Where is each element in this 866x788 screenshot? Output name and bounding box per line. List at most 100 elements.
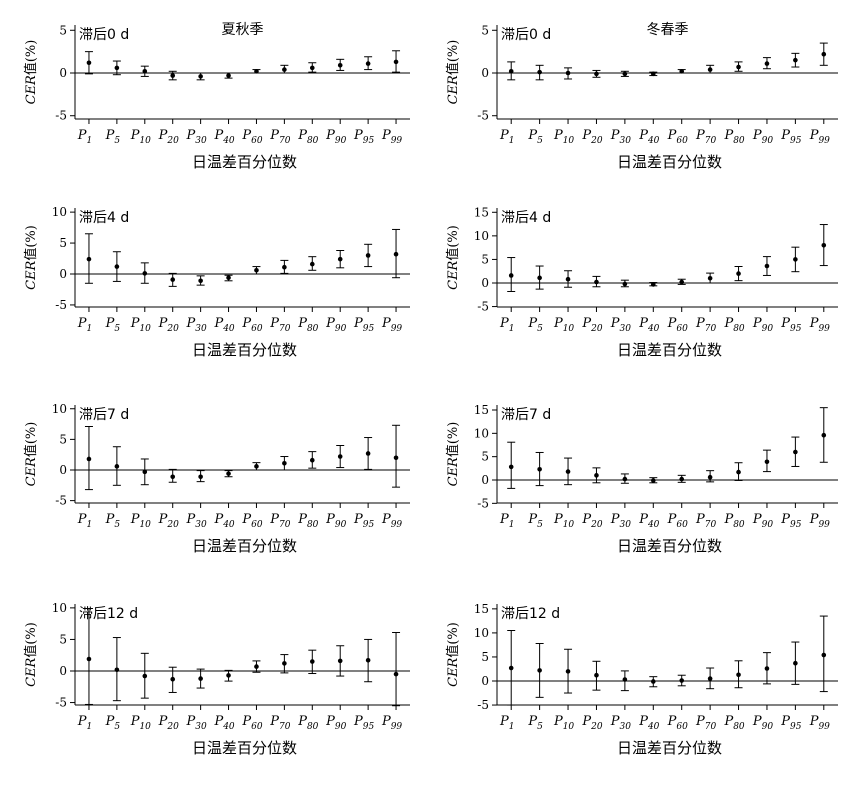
y-tick-label: 5: [59, 23, 67, 37]
chart-panel: -5 0 5 10 15 P1 P5 P10 P20 P30 P40 P60 P70 P80 P90 P95 P…: [445, 205, 838, 359]
x-tick-label: P60: [667, 714, 688, 732]
y-axis-label: CER值(%): [23, 422, 39, 487]
x-tick-label: P10: [553, 316, 574, 334]
data-point: [393, 251, 399, 257]
data-point: [309, 457, 315, 463]
data-point: [565, 276, 571, 282]
y-tick-label: 5: [481, 650, 489, 664]
data-point: [537, 69, 542, 75]
x-axis-label: 日温差百分位数: [617, 739, 722, 757]
season-label: 冬春季: [647, 22, 689, 38]
data-point: [226, 471, 231, 476]
x-tick-label: P99: [809, 714, 830, 732]
x-tick-label: P30: [186, 316, 207, 334]
y-tick-label: 5: [481, 23, 489, 37]
data-point: [86, 656, 92, 662]
x-tick-label: P1: [499, 316, 514, 334]
y-tick-label: -5: [477, 698, 489, 712]
x-tick-label: P10: [130, 128, 151, 146]
data-point: [282, 661, 287, 666]
data-point: [86, 256, 92, 262]
data-point: [565, 70, 571, 76]
chart-panel: -5 0 5 10 P1 P5 P10 P20 P30 P40 P60 P70 P80 P90 P95 P99…: [23, 205, 410, 359]
panel-label: 滞后0 d: [501, 27, 551, 43]
x-tick-label: P1: [77, 128, 92, 146]
x-tick-label: P95: [353, 316, 374, 334]
data-point: [736, 64, 741, 70]
x-tick-label: P5: [105, 316, 121, 334]
y-tick-label: 0: [481, 66, 489, 80]
data-point: [282, 460, 287, 466]
data-point: [650, 478, 656, 483]
data-point: [793, 57, 798, 63]
data-point: [114, 264, 120, 269]
y-tick-label: 10: [474, 426, 489, 440]
x-tick-label: P20: [158, 714, 179, 732]
data-point: [736, 469, 741, 475]
x-tick-label: P5: [527, 128, 543, 146]
x-tick-label: P5: [527, 714, 543, 732]
x-tick-label: P30: [186, 128, 207, 146]
x-tick-label: P90: [325, 714, 346, 732]
x-tick-label: P70: [269, 512, 290, 530]
data-point: [254, 267, 259, 273]
y-tick-label: 10: [474, 626, 489, 640]
data-point: [679, 68, 685, 74]
x-tick-label: P1: [499, 714, 514, 732]
data-point: [508, 665, 514, 671]
data-point: [793, 449, 798, 455]
x-tick-label: P20: [581, 128, 602, 146]
data-point: [508, 273, 514, 278]
data-point: [565, 469, 571, 474]
y-tick-label: 15: [474, 205, 489, 219]
x-tick-label: P60: [241, 714, 262, 732]
x-tick-label: P1: [77, 316, 92, 334]
x-tick-label: P99: [381, 128, 402, 146]
x-tick-label: P90: [752, 128, 773, 146]
data-point: [622, 281, 628, 287]
data-point: [764, 459, 770, 465]
y-tick-label: 5: [59, 432, 67, 446]
data-point: [365, 657, 371, 663]
y-tick-label: 5: [59, 236, 67, 250]
x-tick-label: P30: [186, 714, 207, 732]
data-point: [707, 67, 713, 72]
data-point: [736, 271, 741, 276]
y-tick-label: 15: [474, 602, 489, 616]
x-tick-label: P60: [241, 128, 262, 146]
data-point: [764, 61, 770, 66]
data-point: [226, 275, 231, 281]
chart-panel: -5 0 5 10 15 P1 P5 P10 P20 P30 P40 P60 P70 P80 P90 P95 P…: [445, 602, 838, 757]
x-tick-label: P5: [527, 316, 543, 334]
data-point: [764, 263, 770, 269]
x-tick-label: P60: [667, 316, 688, 334]
y-tick-label: 0: [59, 267, 67, 281]
x-tick-label: P70: [269, 714, 290, 732]
data-point: [594, 71, 599, 77]
x-axis-label: 日温差百分位数: [617, 153, 722, 171]
x-tick-label: P30: [186, 512, 207, 530]
x-tick-label: P95: [780, 714, 801, 732]
data-point: [707, 676, 713, 681]
data-point: [537, 275, 542, 281]
data-point: [793, 257, 798, 262]
data-point: [365, 451, 371, 456]
data-point: [282, 264, 287, 270]
x-tick-label: P99: [381, 316, 402, 334]
chart-panel: -5 0 5 10 P1 P5 P10 P20 P30 P40 P60 P70 P80 P90 P95 P99…: [23, 601, 410, 757]
x-tick-label: P1: [77, 512, 92, 530]
data-point: [821, 652, 827, 658]
data-point: [679, 476, 685, 482]
data-point: [282, 67, 287, 72]
x-tick-label: P80: [723, 316, 744, 334]
x-tick-label: P70: [695, 512, 716, 530]
x-axis-label: 日温差百分位数: [192, 153, 297, 171]
y-axis-label: CER值(%): [445, 225, 461, 290]
chart-panel: -5 0 5 10 P1 P5 P10 P20 P30 P40 P60 P70 P80 P90 P95 P99…: [23, 402, 410, 555]
data-point: [86, 60, 92, 66]
data-point: [254, 68, 259, 74]
x-tick-label: P70: [695, 316, 716, 334]
y-tick-label: 0: [59, 463, 67, 477]
data-point: [226, 673, 231, 678]
data-point: [393, 455, 399, 461]
